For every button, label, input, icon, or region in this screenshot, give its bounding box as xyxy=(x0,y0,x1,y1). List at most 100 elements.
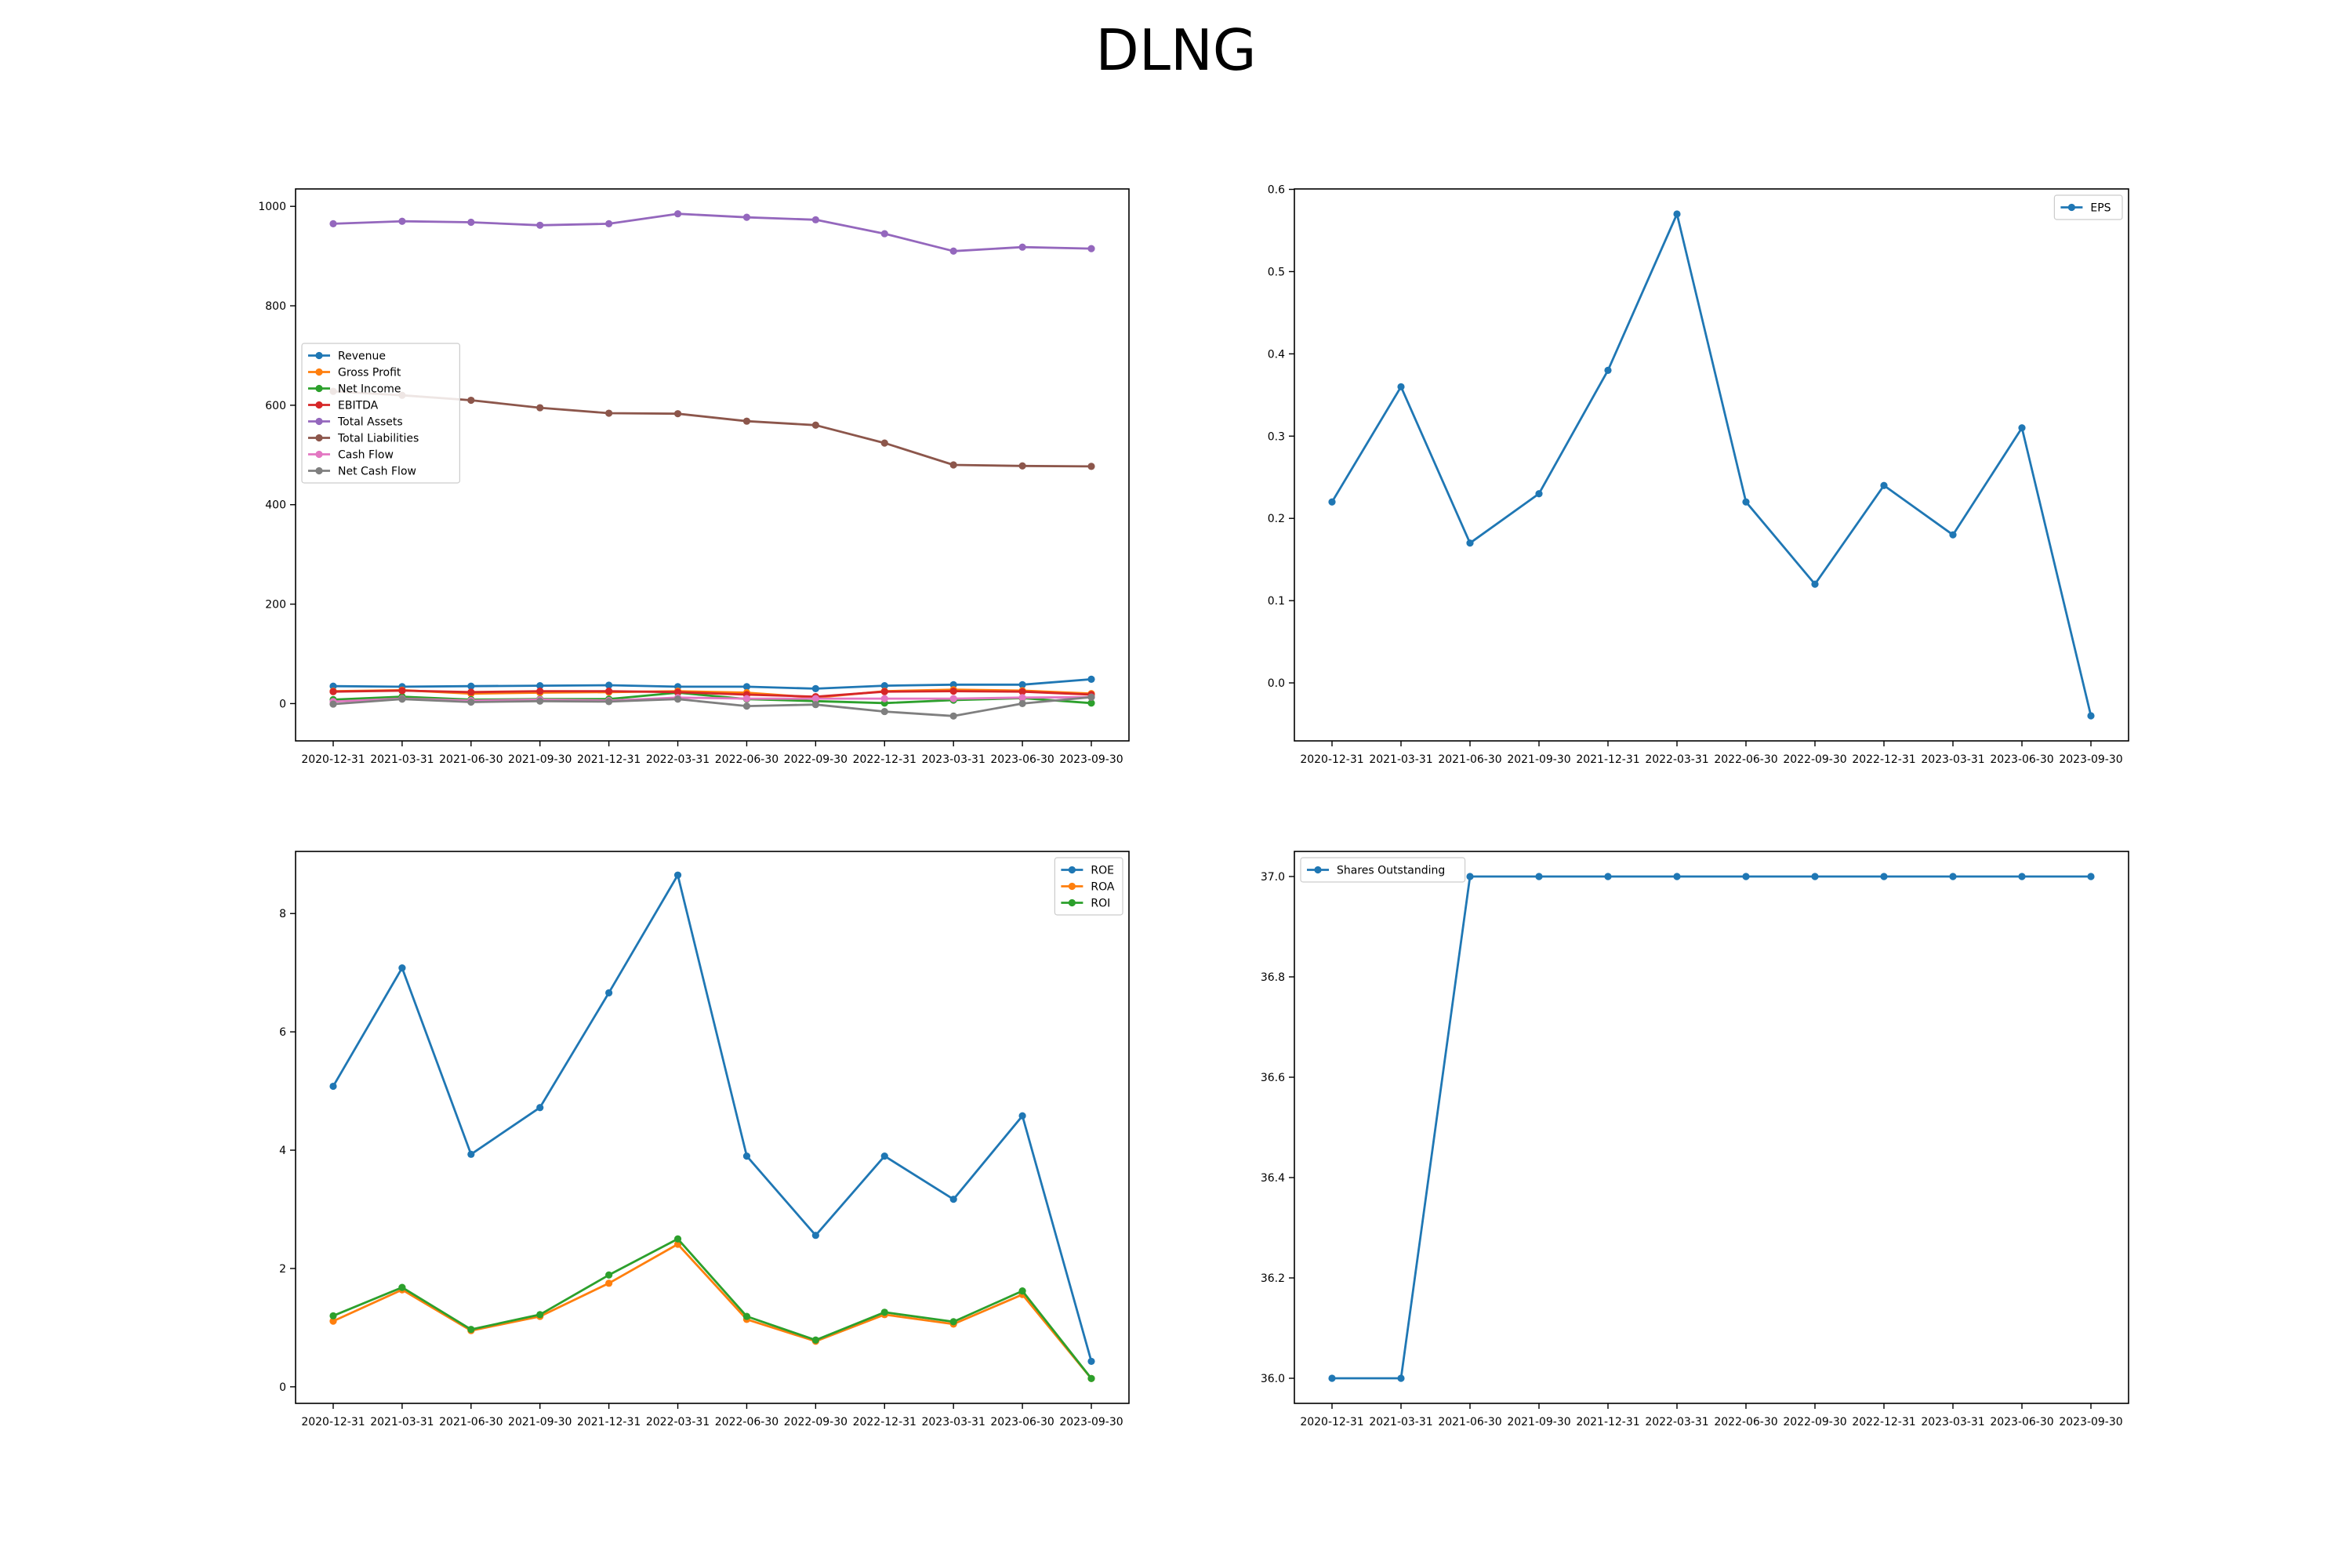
data-point-roi xyxy=(329,1312,337,1319)
legend-label: ROI xyxy=(1091,898,1110,910)
figure-title: DLNG xyxy=(1095,17,1257,83)
x-tick-label: 2021-03-31 xyxy=(370,1416,434,1428)
data-point-revenue xyxy=(880,682,888,690)
data-point-total-assets xyxy=(880,230,888,238)
legend-box xyxy=(2053,194,2123,220)
data-point-total-assets xyxy=(398,217,406,225)
data-point-roe xyxy=(811,1232,819,1240)
x-tick-label: 2022-03-31 xyxy=(646,753,710,766)
data-point-shares-outstanding xyxy=(1328,1374,1336,1382)
x-tick-label: 2022-12-31 xyxy=(1852,1416,1915,1428)
data-point-eps xyxy=(1397,383,1405,390)
x-tick-label: 2021-12-31 xyxy=(577,753,641,766)
data-point-roi xyxy=(536,1311,544,1319)
returns-chart: 2020-12-31 2021-03-31 2021-06-30 2021-09-30… xyxy=(279,851,1130,1428)
y-tick-label: 2 xyxy=(279,1263,286,1276)
series-total-assets xyxy=(329,210,1095,255)
data-point-revenue xyxy=(1087,675,1095,683)
data-point-net-cash-flow xyxy=(605,698,613,706)
legend-label: ROA xyxy=(1091,881,1115,894)
data-point-shares-outstanding xyxy=(1880,873,1888,880)
y-tick-label: 6 xyxy=(279,1026,286,1039)
x-tick-label: 2022-06-30 xyxy=(715,1416,779,1428)
x-tick-label: 2020-12-31 xyxy=(301,1416,365,1428)
series-line-net-income xyxy=(332,691,1092,705)
y-tick-label: 36.2 xyxy=(1261,1272,1285,1285)
y-tick-label: 0.5 xyxy=(1268,266,1285,278)
x-tick-label: 2022-12-31 xyxy=(853,1416,916,1428)
data-point-roe xyxy=(467,1150,475,1158)
legend-marker xyxy=(1068,866,1076,874)
x-tick-label: 2021-12-31 xyxy=(1576,753,1639,766)
data-point-ebitda xyxy=(536,687,544,695)
y-tick-label: 800 xyxy=(265,300,286,313)
x-tick-label: 2022-12-31 xyxy=(1852,753,1915,766)
legend-label: Gross Profit xyxy=(338,367,401,379)
data-point-shares-outstanding xyxy=(1604,873,1612,880)
x-tick-label: 2020-12-31 xyxy=(1300,1416,1363,1428)
data-point-total-assets xyxy=(1018,243,1026,251)
data-point-total-assets xyxy=(949,247,957,255)
legend-label: Shares Outstanding xyxy=(1337,865,1445,877)
data-point-eps xyxy=(2087,712,2095,720)
x-tick-label: 2022-06-30 xyxy=(1714,1416,1777,1428)
data-point-net-cash-flow xyxy=(1087,693,1095,701)
x-tick-label: 2021-06-30 xyxy=(1438,753,1501,766)
x-tick-label: 2021-12-31 xyxy=(577,1416,641,1428)
x-tick-label: 2022-03-31 xyxy=(1645,753,1708,766)
data-point-revenue xyxy=(742,683,751,691)
x-tick-label: 2021-03-31 xyxy=(1369,1416,1432,1428)
legend: EPS xyxy=(2053,194,2123,220)
data-point-cash-flow xyxy=(811,695,819,702)
data-point-eps xyxy=(1742,498,1750,506)
legend: Shares Outstanding xyxy=(1300,857,1466,883)
data-point-cash-flow xyxy=(742,695,751,702)
data-point-cash-flow xyxy=(949,695,957,702)
legend-marker xyxy=(315,450,323,459)
data-point-eps xyxy=(2018,424,2026,432)
data-point-roi xyxy=(1018,1287,1026,1295)
x-tick-label: 2023-06-30 xyxy=(990,753,1054,766)
data-point-roe xyxy=(1087,1357,1095,1366)
series-line-shares-outstanding xyxy=(1332,875,2091,1380)
data-point-roe xyxy=(1018,1112,1026,1120)
x-tick-label: 2022-06-30 xyxy=(715,753,779,766)
series-net-cash-flow xyxy=(329,693,1095,720)
data-point-roi xyxy=(880,1308,888,1316)
eps-chart: 2020-12-31 2021-03-31 2021-06-30 2021-09-30… xyxy=(1268,184,2129,766)
data-point-total-assets xyxy=(536,221,544,229)
series-line-net-cash-flow xyxy=(332,695,1092,717)
y-tick-label: 0.2 xyxy=(1268,513,1285,525)
data-point-roe xyxy=(398,964,406,972)
legend-label: Cash Flow xyxy=(338,449,394,462)
data-point-total-liabilities xyxy=(811,421,819,429)
y-tick-label: 0.3 xyxy=(1268,430,1285,443)
series-line-roe xyxy=(332,873,1093,1362)
data-point-eps xyxy=(1811,580,1819,588)
legend-marker xyxy=(2067,203,2075,212)
y-tick-label: 4 xyxy=(279,1145,286,1157)
x-tick-label: 2022-03-31 xyxy=(1645,1416,1708,1428)
data-point-net-cash-flow xyxy=(329,700,337,708)
legend-label: Net Income xyxy=(338,383,401,396)
x-tick-label: 2021-06-30 xyxy=(439,753,503,766)
x-tick-label: 2021-12-31 xyxy=(1576,1416,1639,1428)
data-point-ebitda xyxy=(398,687,406,695)
data-point-net-cash-flow xyxy=(880,707,888,716)
y-tick-label: 8 xyxy=(279,908,286,920)
x-tick-label: 2023-03-31 xyxy=(921,753,985,766)
data-point-ebitda xyxy=(880,688,888,695)
y-tick-label: 0 xyxy=(279,1381,286,1394)
series-roi xyxy=(329,1235,1095,1382)
data-point-eps xyxy=(1673,210,1681,218)
legend-label: EBITDA xyxy=(338,400,379,412)
legend-box xyxy=(1300,857,1466,883)
legend-marker xyxy=(315,368,323,376)
x-tick-label: 2022-03-31 xyxy=(646,1416,710,1428)
x-tick-label: 2022-06-30 xyxy=(1714,753,1777,766)
data-point-roe xyxy=(536,1104,544,1112)
data-point-roi xyxy=(605,1271,613,1279)
legend-label: ROE xyxy=(1091,865,1114,877)
legend-box xyxy=(301,343,460,484)
